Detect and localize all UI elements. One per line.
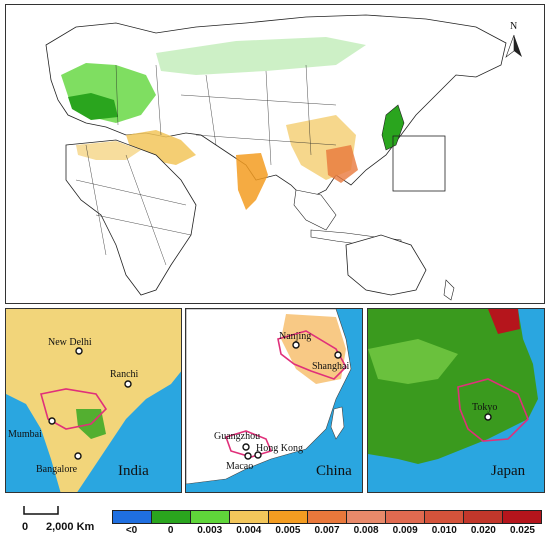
city-label-ranchi: Ranchi [110, 369, 139, 380]
legend-swatch [464, 511, 503, 523]
inset-china-panel: Nanjing Shanghai Guangzhou Hong Kong Mac… [185, 308, 363, 493]
city-marker-tokyo: Tokyo [472, 402, 497, 421]
japan-light-green [368, 339, 458, 384]
legend-label: 0.004 [236, 525, 262, 536]
city-marker-hong-kong: Hong Kong [254, 443, 303, 459]
city-marker-ranchi: Ranchi [110, 369, 139, 388]
main-map-panel: N [5, 4, 545, 304]
svg-text:N: N [510, 21, 517, 32]
inset-title-india: India [118, 463, 149, 479]
legend-label: 0 [167, 525, 174, 536]
legend-label: 0.008 [353, 525, 379, 536]
india-values-main [236, 153, 268, 210]
city-marker-macao: Macao [226, 452, 253, 472]
legend-swatches [112, 510, 542, 524]
city-label-tokyo: Tokyo [472, 402, 497, 413]
legend-label: 0.005 [275, 525, 301, 536]
europe-dense-vegetation [68, 93, 118, 120]
color-legend: <0 0 0.003 0.004 0.005 0.007 0.008 0.009 0.010 0.… [112, 510, 542, 538]
legend-label: 0.007 [314, 525, 340, 536]
legend-swatch [152, 511, 191, 523]
north-africa-values [76, 141, 141, 160]
legend-swatch [386, 511, 425, 523]
africa-landmass [65, 139, 197, 296]
city-label-mumbai: Mumbai [8, 429, 42, 440]
scale-bar: 0 2,000 Km [18, 500, 108, 536]
inset-title-japan: Japan [491, 463, 526, 479]
siberia-vegetation [156, 37, 366, 75]
japan-main-map [381, 104, 405, 151]
east-china-values [326, 145, 358, 183]
city-label-bangalore: Bangalore [36, 464, 78, 475]
city-marker-guangzhou: Guangzhou [214, 431, 260, 451]
legend-swatch [347, 511, 386, 523]
scale-start-label: 0 [22, 521, 28, 533]
scale-end-label: 2,000 Km [46, 521, 95, 533]
city-label-nanjing: Nanjing [279, 331, 311, 342]
country-borders [75, 64, 337, 266]
legend-label: 0.020 [470, 525, 496, 536]
japan-land [368, 309, 538, 464]
north-arrow-icon: N [505, 21, 522, 58]
city-label-macao: Macao [226, 461, 253, 472]
legend-label: 0.009 [392, 525, 418, 536]
nanjing-shanghai-outline [277, 330, 347, 380]
legend-label: 0.003 [197, 525, 223, 536]
inset-title-china: China [316, 463, 352, 479]
legend-label: 0.010 [431, 525, 457, 536]
city-label-shanghai: Shanghai [312, 361, 349, 372]
legend-label: 0.025 [509, 525, 535, 536]
city-marker-nanjing: Nanjing [279, 331, 311, 349]
india-inset-map: New Delhi Ranchi Mumbai Bangalore India [6, 309, 181, 492]
legend-swatch [503, 511, 541, 523]
inset-box [392, 135, 446, 192]
tokyo-metro-outline [457, 378, 529, 442]
australia-landmass [345, 234, 427, 296]
city-label-new-delhi: New Delhi [48, 337, 92, 348]
city-label-hong-kong: Hong Kong [256, 443, 303, 454]
japan-inset-map: Tokyo Japan [368, 309, 538, 479]
scale-bar-line [23, 506, 59, 515]
legend-swatch [191, 511, 230, 523]
legend-swatch [230, 511, 269, 523]
legend-labels: <0 0 0.003 0.004 0.005 0.007 0.008 0.009 0.010 0.… [112, 524, 542, 538]
pearl-delta-outline [224, 430, 273, 458]
eurasia-africa-map: N [45, 14, 522, 301]
legend-swatch [425, 511, 464, 523]
city-marker-new-delhi: New Delhi [48, 337, 92, 355]
legend-swatch [269, 511, 308, 523]
legend-swatch [308, 511, 347, 523]
city-marker-bangalore: Bangalore [36, 452, 82, 475]
japan-red-patch [488, 309, 520, 334]
east-china-dots [281, 314, 346, 384]
city-marker-shanghai: Shanghai [312, 351, 349, 372]
city-label-guangzhou: Guangzhou [214, 431, 260, 442]
taiwan-island [330, 406, 345, 440]
new-zealand [443, 279, 455, 301]
legend-label: <0 [125, 525, 138, 536]
city-marker-mumbai: Mumbai [8, 417, 56, 440]
inset-japan-panel: Tokyo Japan [367, 308, 545, 493]
india-land [6, 309, 181, 492]
china-inset-map: Nanjing Shanghai Guangzhou Hong Kong Mac… [186, 309, 352, 485]
legend-swatch [113, 511, 152, 523]
inset-india-panel: New Delhi Ranchi Mumbai Bangalore India [5, 308, 182, 493]
southeast-asia [293, 189, 337, 231]
